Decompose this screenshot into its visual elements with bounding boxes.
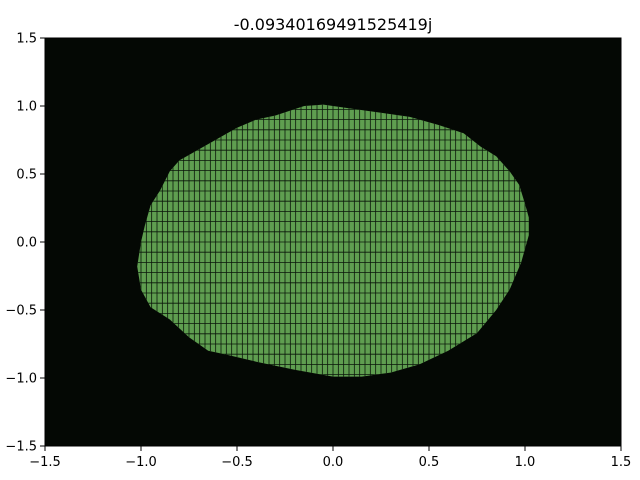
plot-area <box>44 37 622 447</box>
x-tick-label: −0.5 <box>221 455 253 470</box>
x-tick-label: −1.5 <box>29 455 61 470</box>
x-tick-label: 1.5 <box>611 455 632 470</box>
y-axis: −1.5 −1.0 −0.5 0.0 0.5 1.0 1.5 <box>5 32 45 455</box>
y-tick-label: −0.5 <box>5 304 37 319</box>
y-tick-label: 0.5 <box>16 168 37 183</box>
x-axis: −1.5 −1.0 −0.5 0.0 0.5 1.0 1.5 <box>29 446 631 470</box>
chart-title: -0.09340169491525419j <box>234 15 433 34</box>
x-tick-label: −1.0 <box>125 455 157 470</box>
x-tick-label: 0.5 <box>419 455 440 470</box>
x-tick-label: 1.0 <box>515 455 536 470</box>
y-tick-label: 1.0 <box>16 100 37 115</box>
y-tick-label: −1.5 <box>5 440 37 455</box>
x-tick-label: 0.0 <box>323 455 344 470</box>
y-tick-label: −1.0 <box>5 372 37 387</box>
y-tick-label: 0.0 <box>16 236 37 251</box>
y-tick-label: 1.5 <box>16 32 37 47</box>
